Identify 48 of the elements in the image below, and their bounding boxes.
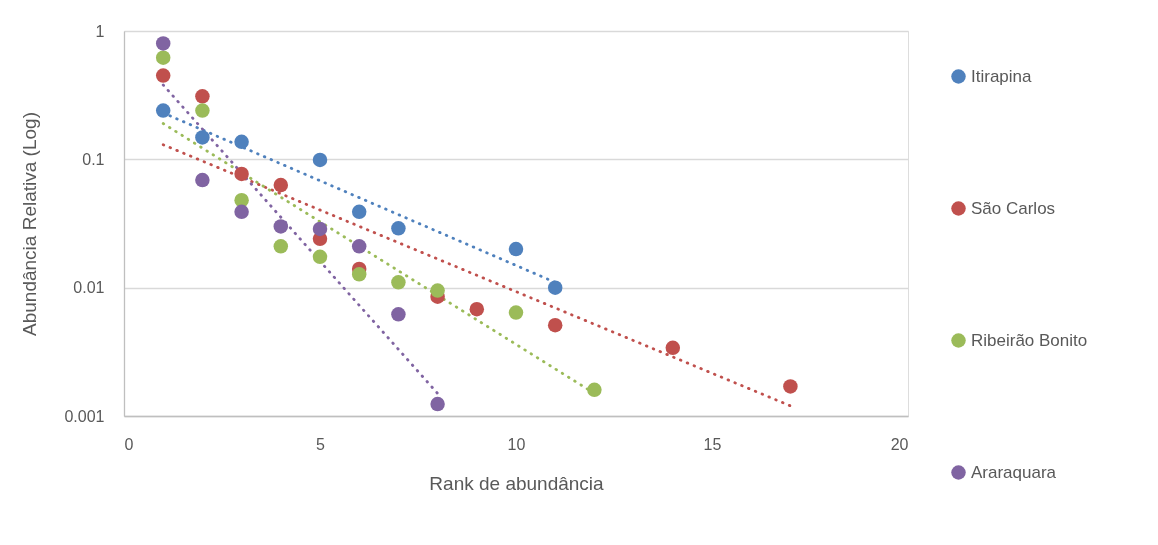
point — [351, 204, 367, 220]
point — [430, 283, 445, 298]
point — [312, 249, 328, 265]
point — [195, 89, 210, 104]
point — [234, 166, 249, 182]
legend-label: Araraquara — [971, 462, 1057, 482]
point — [273, 177, 289, 193]
legend-label: São Carlos — [971, 198, 1056, 218]
point — [234, 134, 249, 150]
y-tick-label: 1 — [95, 22, 105, 40]
point — [195, 130, 210, 145]
x-tick-label: 0 — [124, 435, 134, 453]
point — [547, 280, 563, 295]
point — [665, 340, 681, 356]
x-tick-label: 5 — [316, 435, 326, 453]
point — [469, 301, 485, 317]
x-tick-label: 20 — [890, 435, 909, 453]
point — [273, 219, 289, 234]
point — [508, 305, 524, 320]
point — [234, 204, 249, 220]
x-axis-title: Rank de abundância — [429, 472, 605, 494]
y-tick-label: 0.01 — [73, 279, 105, 297]
point — [312, 152, 328, 168]
point — [273, 239, 289, 254]
point — [391, 307, 406, 322]
point — [351, 239, 367, 254]
point — [155, 50, 171, 65]
point — [195, 172, 210, 188]
x-tick-label: 10 — [507, 435, 526, 453]
y-tick-label: 0.1 — [82, 150, 105, 168]
point — [783, 379, 798, 394]
point — [155, 36, 171, 51]
point — [312, 221, 328, 237]
x-tick-label: 15 — [703, 435, 722, 453]
point — [587, 382, 602, 398]
point — [155, 68, 171, 83]
y-axis-title: Abundância Relativa (Log) — [19, 112, 41, 336]
point — [547, 317, 563, 333]
point — [391, 221, 406, 236]
point — [508, 241, 524, 257]
point — [391, 275, 406, 290]
point — [430, 396, 445, 412]
y-tick-label: 0.001 — [64, 407, 105, 425]
legend-label: Itirapina — [971, 66, 1033, 86]
point — [155, 103, 171, 118]
point — [195, 103, 210, 118]
point — [351, 267, 367, 282]
legend-label: Ribeirão Bonito — [971, 330, 1088, 350]
